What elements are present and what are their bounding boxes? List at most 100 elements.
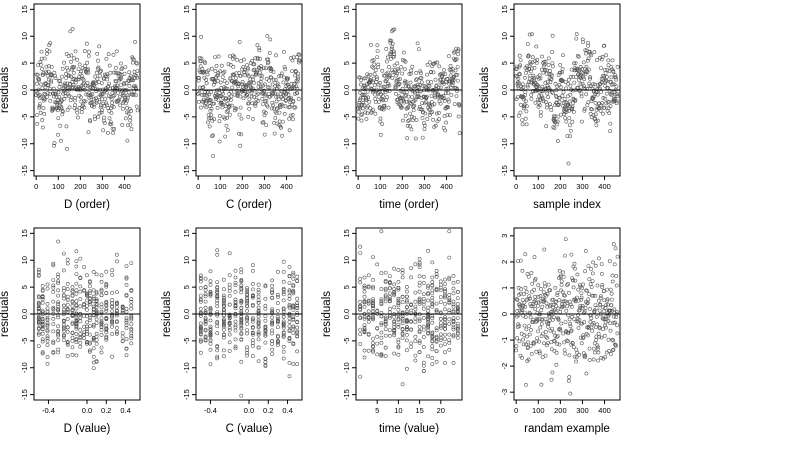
data-point — [79, 99, 84, 104]
data-point — [287, 274, 292, 279]
data-point — [396, 307, 401, 312]
data-point — [281, 323, 286, 328]
data-point — [36, 321, 41, 326]
data-point — [399, 105, 404, 110]
data-point — [404, 325, 409, 329]
data-point — [126, 111, 131, 116]
data-point — [389, 39, 394, 43]
data-point — [114, 49, 119, 54]
data-point — [256, 294, 261, 299]
data-point — [213, 55, 218, 60]
x-tick-label: 0.0 — [82, 406, 92, 415]
data-point — [583, 269, 588, 274]
data-point — [371, 297, 375, 302]
data-point — [60, 66, 65, 71]
data-point — [65, 108, 70, 112]
data-point — [443, 295, 447, 300]
data-point — [291, 270, 296, 275]
data-point — [287, 328, 292, 333]
data-point — [233, 323, 238, 328]
data-point — [203, 90, 208, 95]
data-point — [280, 119, 285, 124]
data-point — [105, 72, 110, 77]
data-point — [524, 99, 528, 104]
data-point — [426, 317, 431, 322]
data-point — [92, 83, 97, 88]
data-point — [368, 79, 373, 84]
data-point — [290, 113, 295, 117]
data-point — [256, 282, 261, 287]
data-point — [259, 67, 264, 71]
y-tick-label: -10 — [342, 138, 351, 149]
data-point — [568, 324, 573, 329]
data-point — [239, 116, 244, 121]
data-point — [568, 83, 573, 88]
data-point — [256, 320, 261, 325]
y-tick-label: 1 — [500, 286, 509, 290]
data-point — [62, 325, 66, 330]
data-point — [420, 101, 424, 106]
data-point — [530, 32, 535, 37]
data-point — [108, 70, 113, 75]
data-point — [383, 327, 388, 332]
data-point — [56, 239, 61, 244]
data-point — [569, 328, 574, 333]
data-point — [383, 288, 388, 293]
data-point — [584, 51, 588, 56]
data-point — [198, 273, 203, 278]
data-point — [287, 288, 292, 293]
data-point — [129, 341, 134, 346]
data-point — [56, 78, 61, 83]
data-point — [456, 47, 461, 52]
data-point — [413, 299, 418, 304]
data-point — [599, 294, 603, 299]
data-point — [56, 350, 61, 355]
data-point — [595, 322, 599, 327]
data-point — [410, 89, 415, 93]
data-point — [261, 66, 266, 71]
data-point — [583, 355, 587, 360]
data-point — [88, 289, 92, 294]
data-point — [379, 85, 383, 90]
data-point — [250, 332, 255, 337]
data-point — [385, 55, 390, 60]
points-series — [34, 27, 140, 151]
data-point — [594, 338, 599, 342]
data-point — [125, 138, 130, 143]
data-point — [443, 322, 447, 327]
data-point — [94, 359, 99, 364]
data-point — [290, 69, 295, 74]
data-point — [575, 350, 580, 355]
data-point — [413, 353, 418, 358]
data-point — [239, 285, 244, 290]
data-point — [281, 334, 286, 339]
data-point — [226, 62, 231, 67]
data-point — [198, 328, 203, 333]
data-point — [605, 75, 609, 79]
data-point — [239, 290, 244, 295]
data-point — [443, 282, 447, 287]
data-point — [567, 116, 572, 121]
data-point — [221, 277, 226, 282]
data-point — [124, 318, 129, 323]
data-point — [438, 338, 443, 343]
data-point — [71, 70, 76, 75]
data-point — [362, 327, 367, 332]
data-point — [443, 326, 447, 331]
data-point — [542, 298, 547, 302]
data-point — [388, 57, 393, 61]
data-point — [522, 75, 527, 80]
data-point — [611, 347, 616, 352]
data-point — [206, 68, 211, 73]
data-point — [430, 110, 434, 115]
data-point — [442, 99, 447, 103]
data-point — [607, 349, 611, 353]
data-point — [404, 289, 409, 294]
data-point — [129, 314, 134, 319]
data-point — [51, 285, 56, 290]
data-point — [575, 295, 579, 300]
data-point — [371, 58, 376, 63]
data-point — [387, 328, 392, 333]
data-point — [74, 332, 79, 336]
data-point — [94, 290, 99, 295]
